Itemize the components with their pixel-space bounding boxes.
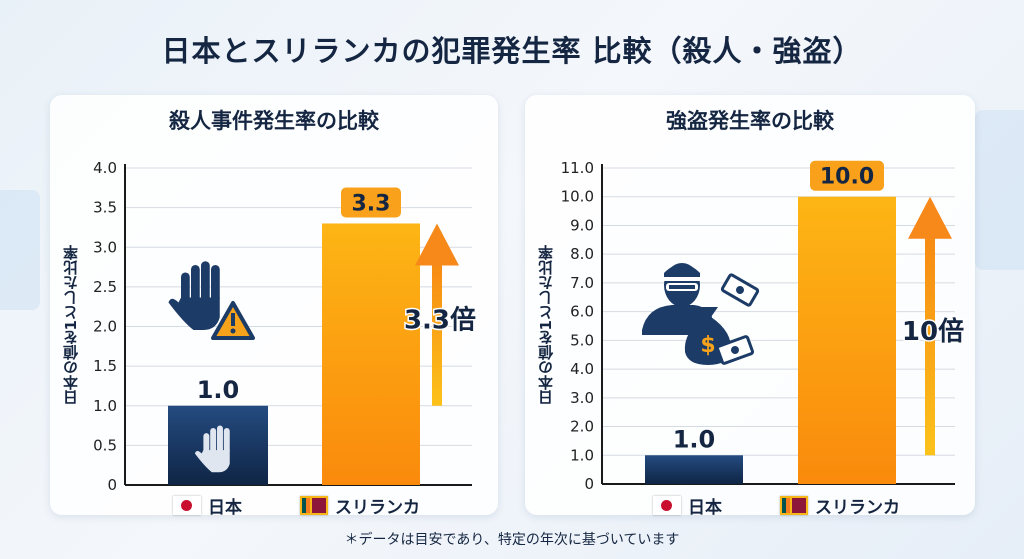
multiplier-annotation: 10倍	[902, 316, 964, 347]
y-tick-label: 2.5	[93, 278, 117, 296]
warning-icon	[211, 301, 255, 340]
robbery-rate-chart: 0 1.0 2.0 3.0 4.0 5.0 6.0 7.0 8.0 9.0 10.0 11.0 1.0 1…	[561, 159, 966, 493]
legend-srilanka: スリランカ	[780, 493, 900, 518]
increase-arrow-shaft	[925, 234, 935, 456]
murder-rate-chart: 0 0.5 1.0 1.5 2.0 2.5 3.0 3.5 4.0 1.0 3.3 3.3倍	[93, 159, 477, 494]
legend-label: 日本	[208, 498, 242, 518]
data-label: 10.0	[820, 165, 874, 190]
bar-japan	[645, 455, 743, 484]
data-label: 1.0	[197, 376, 240, 404]
increase-arrow-icon	[908, 196, 952, 239]
japan-flag-icon	[653, 496, 681, 515]
chart-title: 殺人事件発生率の比較	[169, 109, 379, 133]
increase-arrow-icon	[415, 223, 459, 266]
svg-text:$: $	[700, 333, 715, 358]
banknote-icon	[720, 273, 760, 307]
data-label: 3.3	[352, 191, 391, 216]
raised-hand-icon	[168, 261, 220, 330]
y-tick-label: 10.0	[561, 188, 594, 206]
legend-srilanka: スリランカ	[300, 493, 420, 518]
bar-srilanka	[322, 223, 420, 485]
multiplier-annotation: 3.3倍	[404, 305, 476, 336]
background-decoration	[0, 190, 40, 310]
murder-rate-chart-panel: 殺人事件発生率の比較 0 0.5 1.0 1.5 2.0 2.5 3.0 3.5 4.0 1.0 3…	[50, 95, 498, 518]
hand-icon	[194, 425, 230, 473]
background-decoration	[975, 110, 1024, 270]
y-tick-label: 4.0	[570, 360, 594, 378]
legend-label: スリランカ	[815, 498, 900, 518]
y-tick-label: 2.0	[93, 318, 117, 336]
y-axis-label: 日本の値を1とした比率	[62, 245, 80, 406]
y-tick-label: 0	[584, 475, 594, 493]
robbery-rate-chart-panel: 強盗発生率の比較 0 1.0 2.0 3.0 4.0 5.0 6.0 7.0 8.0 9.0 10.…	[525, 95, 975, 518]
increase-arrow-shaft	[432, 261, 442, 406]
japan-flag-icon	[173, 496, 201, 515]
y-tick-label: 11.0	[561, 159, 594, 177]
y-tick-label: 6.0	[570, 303, 594, 321]
chart-title: 強盗発生率の比較	[666, 109, 834, 133]
y-tick-label: 3.5	[93, 199, 117, 217]
y-axis-label: 日本の値を1とした比率	[537, 245, 555, 406]
y-tick-label: 3.0	[570, 389, 594, 407]
banknote-icon	[715, 335, 755, 365]
y-tick-label: 8.0	[570, 245, 594, 263]
srilanka-flag-icon	[780, 496, 808, 515]
y-tick-label: 5.0	[570, 331, 594, 349]
legend-label: 日本	[688, 498, 722, 518]
y-tick-label: 2.0	[570, 418, 594, 436]
srilanka-flag-icon	[300, 496, 328, 515]
y-tick-label: 1.5	[93, 357, 117, 375]
y-tick-label: 4.0	[93, 159, 117, 177]
legend-japan: 日本	[173, 493, 242, 518]
y-tick-label: 1.0	[93, 397, 117, 415]
y-tick-label: 3.0	[93, 238, 117, 256]
data-label: 1.0	[673, 425, 716, 453]
data-label-badge	[810, 160, 884, 191]
y-tick-label: 7.0	[570, 274, 594, 292]
legend-label: スリランカ	[335, 498, 420, 518]
legend-japan: 日本	[653, 493, 722, 518]
data-label-badge	[341, 187, 401, 218]
footnote: ＊データは目安であり、特定の年次に基づいています	[344, 532, 680, 548]
bar-srilanka	[798, 196, 896, 484]
y-tick-label: 0	[107, 476, 117, 494]
y-tick-label: 0.5	[93, 436, 117, 454]
page-title: 日本とスリランカの犯罪発生率 比較（殺人・強盗）	[161, 34, 863, 68]
y-tick-label: 9.0	[570, 216, 594, 234]
y-tick-label: 1.0	[570, 446, 594, 464]
